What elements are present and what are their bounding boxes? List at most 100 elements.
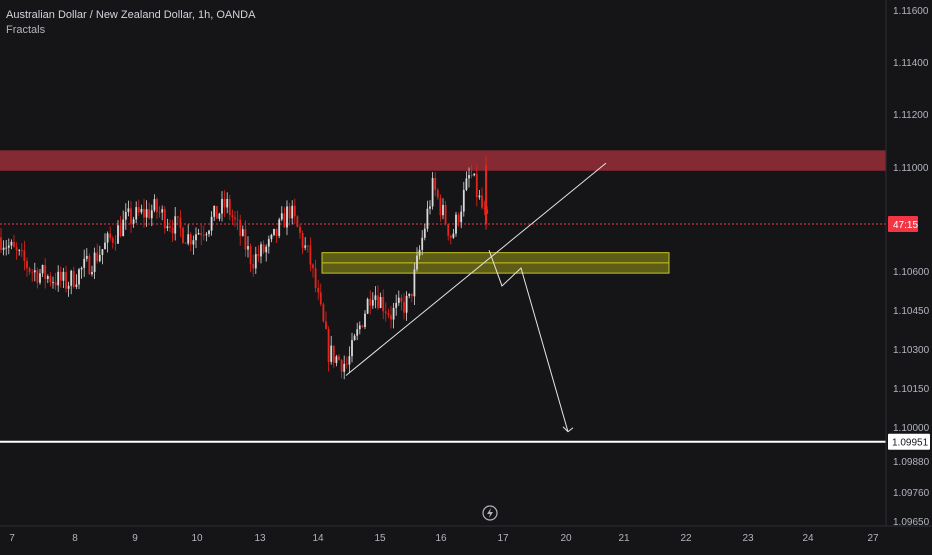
- candle: [145, 200, 148, 227]
- candle: [395, 294, 398, 316]
- candle: [166, 218, 169, 232]
- candle-body: [429, 206, 431, 209]
- candle: [215, 205, 218, 219]
- candle: [49, 272, 52, 287]
- candle-body: [460, 211, 463, 223]
- candle: [174, 207, 177, 241]
- candle: [132, 216, 135, 228]
- candle: [447, 223, 450, 241]
- candle: [231, 209, 234, 225]
- candle-body: [470, 175, 473, 176]
- candle: [288, 203, 291, 226]
- candle-body: [114, 242, 117, 244]
- candle: [410, 293, 413, 303]
- price-axis-panel: [886, 0, 932, 550]
- price-tick-label: 1.11000: [893, 163, 929, 174]
- candle: [397, 290, 400, 306]
- candle-body: [200, 233, 203, 236]
- candle: [405, 291, 408, 321]
- candle: [93, 247, 96, 280]
- candle: [104, 233, 106, 250]
- candle: [278, 217, 281, 239]
- candle: [223, 190, 226, 218]
- candle: [304, 237, 307, 251]
- candle-body: [340, 359, 343, 372]
- candle-body: [280, 213, 283, 220]
- candle-body: [312, 264, 314, 269]
- candle-body: [299, 226, 301, 233]
- candle: [210, 211, 213, 236]
- candle-body: [127, 208, 130, 213]
- candle: [195, 227, 197, 249]
- candle: [312, 263, 314, 278]
- candle-body: [215, 205, 218, 219]
- candle-body: [231, 215, 234, 218]
- candle: [382, 289, 385, 320]
- candle: [13, 234, 15, 248]
- candle: [52, 276, 54, 289]
- candle-body: [93, 252, 96, 273]
- candle: [462, 181, 465, 217]
- candle: [291, 200, 294, 225]
- candle-body: [322, 304, 325, 322]
- candle: [371, 292, 374, 309]
- candle-body: [83, 258, 86, 268]
- candle: [330, 335, 333, 365]
- trendline: [345, 162, 607, 376]
- candle-body: [111, 238, 114, 243]
- candle-body: [18, 250, 21, 251]
- candle: [96, 243, 99, 264]
- candle-body: [174, 216, 177, 234]
- candle: [148, 202, 151, 220]
- candle: [169, 219, 171, 233]
- candle: [156, 197, 158, 219]
- candle: [228, 194, 231, 221]
- time-tick-label: 8: [72, 533, 78, 544]
- candle: [423, 223, 426, 241]
- time-axis-panel: [0, 526, 932, 550]
- candle: [91, 265, 93, 277]
- candle-body: [457, 214, 460, 223]
- candle: [83, 249, 86, 277]
- candle: [483, 200, 486, 216]
- candle: [158, 206, 161, 218]
- candle: [140, 204, 143, 215]
- candle-body: [7, 245, 10, 248]
- time-tick-label: 7: [9, 533, 15, 544]
- candle-body: [475, 173, 478, 198]
- time-tick-label: 13: [254, 533, 266, 544]
- candle: [249, 243, 252, 273]
- candle-body: [31, 271, 34, 273]
- candle: [10, 239, 13, 250]
- candle-body: [304, 245, 307, 248]
- candle-body: [434, 177, 437, 190]
- candle: [442, 198, 444, 220]
- candle-body: [72, 270, 75, 287]
- candle: [299, 224, 301, 239]
- candle: [301, 230, 304, 255]
- candle-body: [117, 225, 119, 244]
- candle: [348, 346, 351, 373]
- lightning-icon: [482, 505, 498, 521]
- candle: [361, 324, 364, 328]
- candle-body: [301, 232, 304, 248]
- candle: [98, 245, 101, 263]
- candle-body: [486, 209, 489, 214]
- candle: [470, 165, 473, 179]
- candle-body: [218, 213, 221, 219]
- candle: [449, 234, 452, 245]
- candle-body: [166, 226, 169, 229]
- candle-body: [421, 237, 424, 250]
- candle-body: [278, 219, 281, 236]
- candle: [75, 274, 78, 290]
- candle-body: [426, 208, 429, 229]
- candle: [379, 292, 382, 309]
- candle-body: [46, 276, 49, 279]
- candle: [106, 231, 109, 253]
- candle-body: [345, 363, 348, 365]
- candle-body: [257, 254, 260, 257]
- candle-body: [221, 199, 223, 214]
